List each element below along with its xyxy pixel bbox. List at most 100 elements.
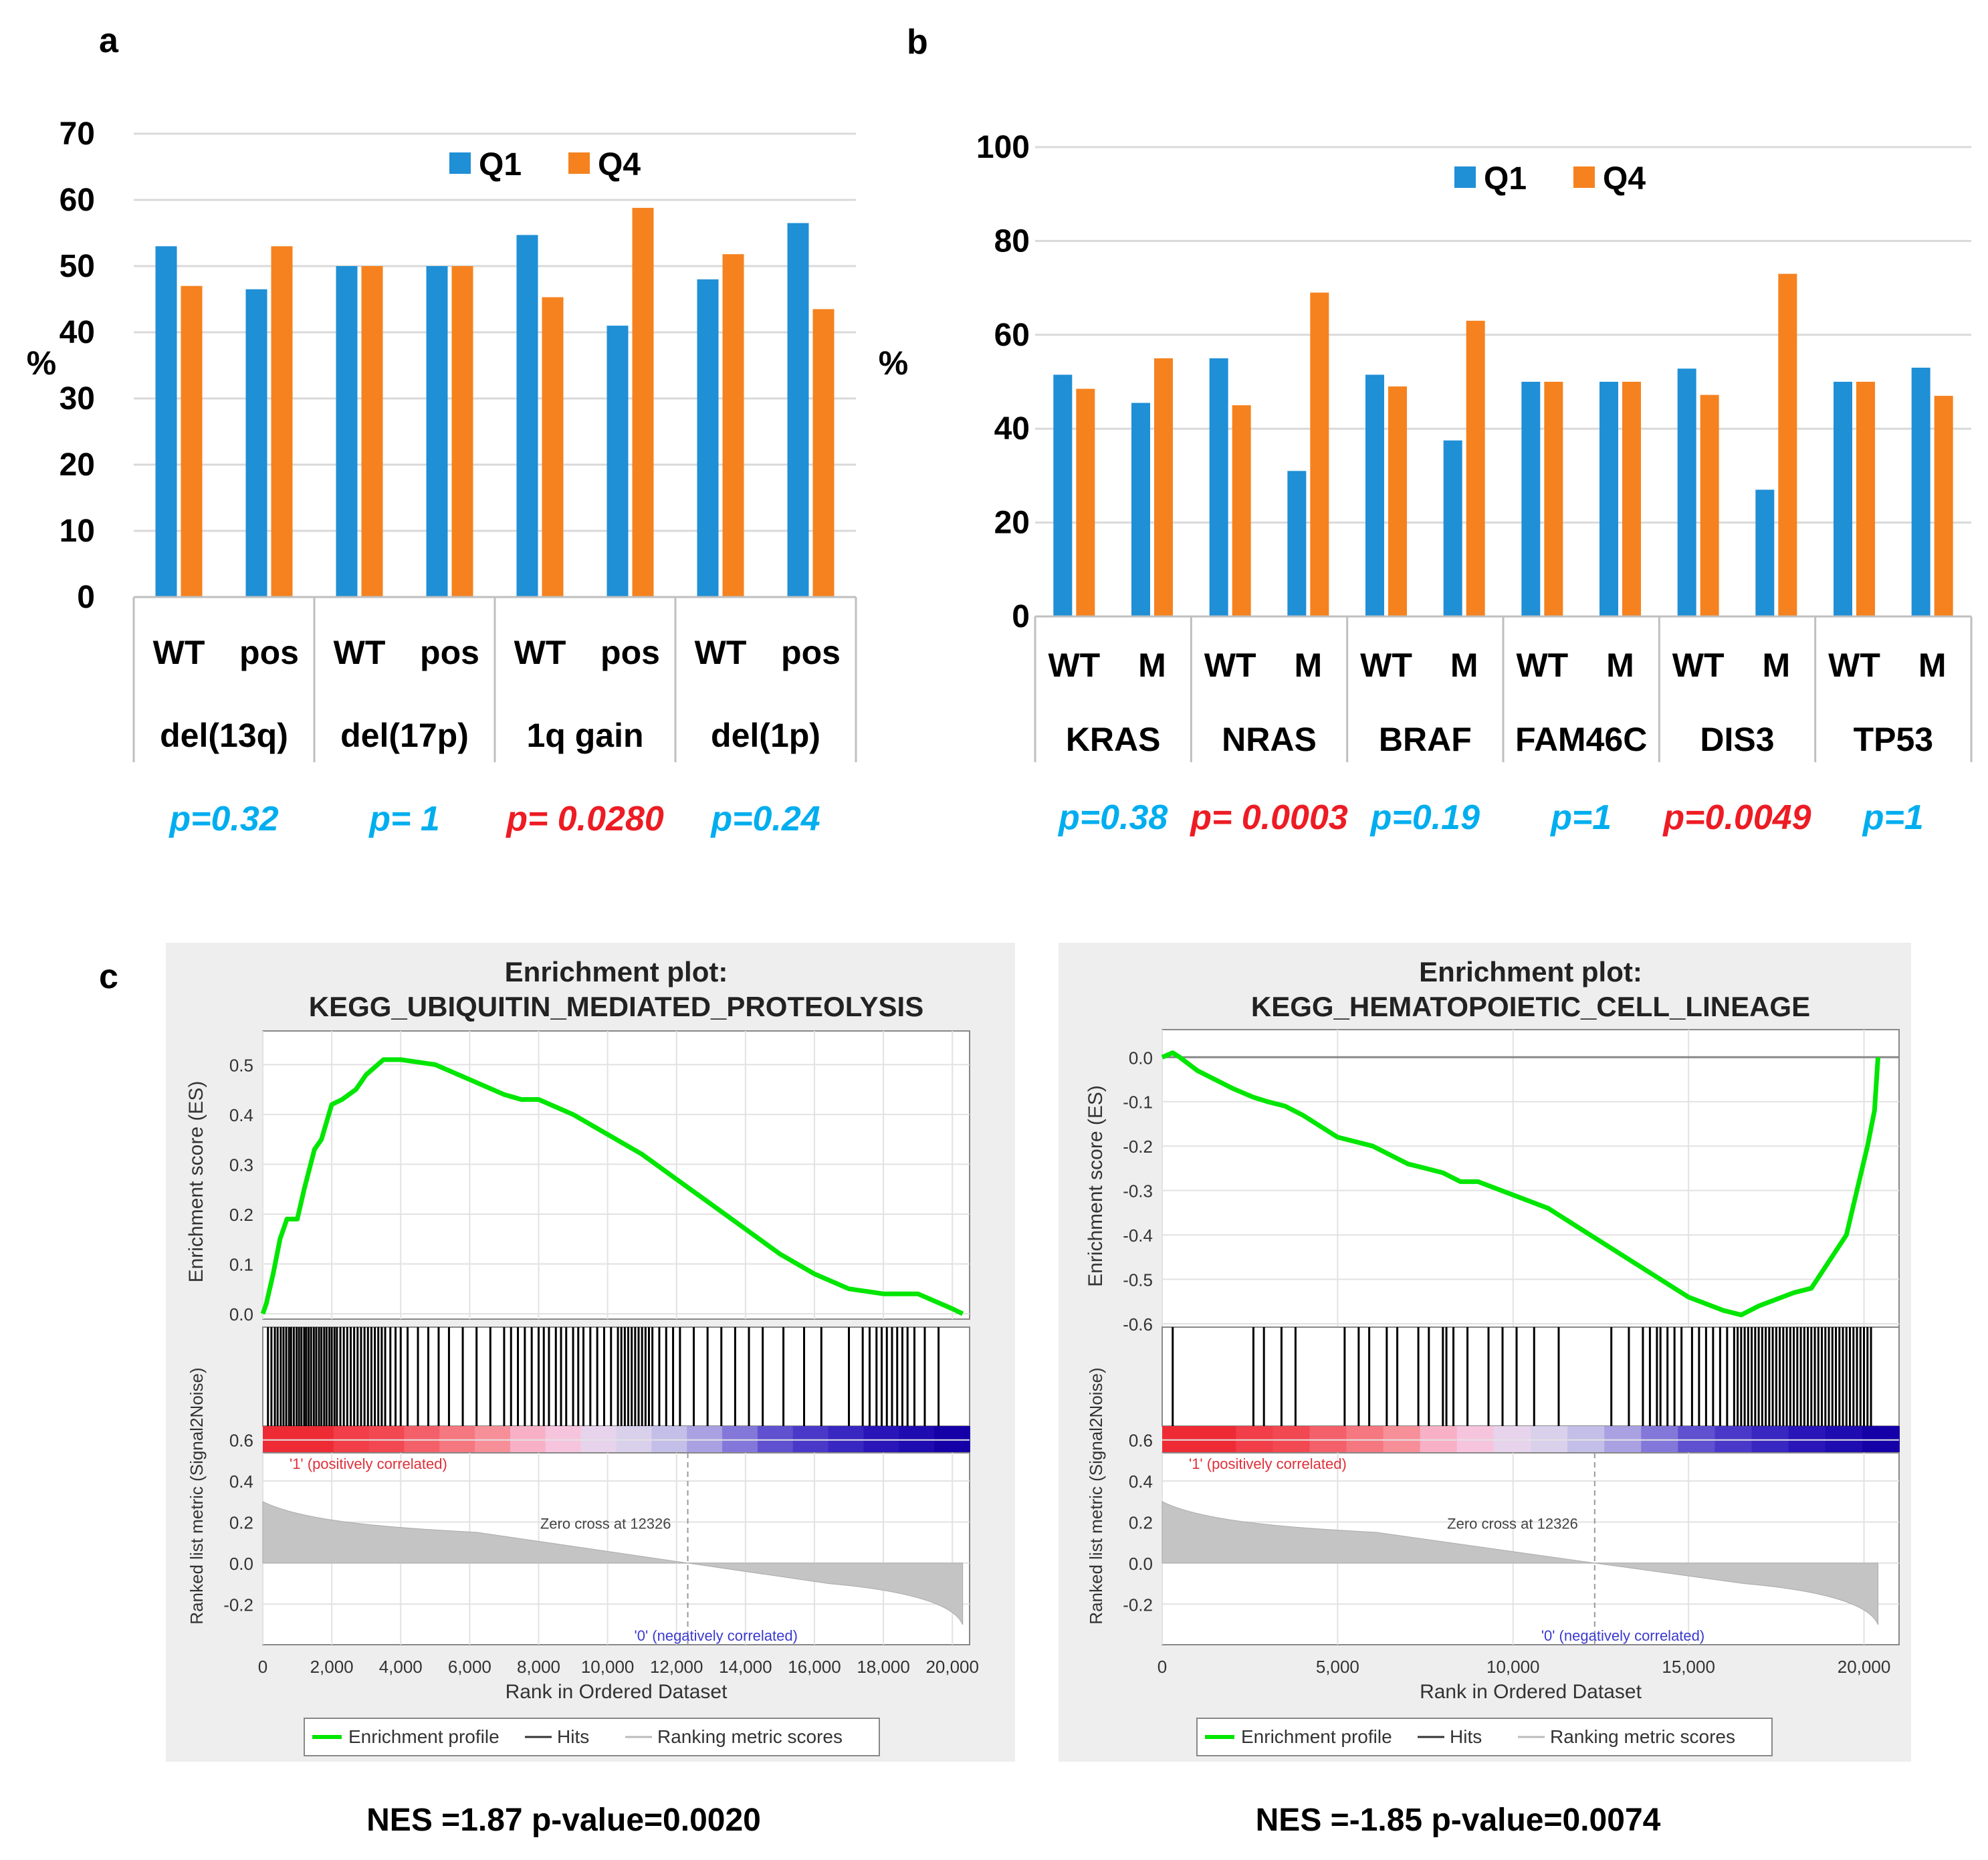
x-category-label: WT <box>1516 647 1568 684</box>
y-tick-label: 20 <box>60 447 95 483</box>
x-tick-label: 15,000 <box>1662 1657 1715 1677</box>
x-tick-label: 10,000 <box>581 1657 635 1677</box>
x-tick-label: 6,000 <box>448 1657 491 1677</box>
bar-q4 <box>361 266 383 597</box>
x-tick-label: 20,000 <box>1838 1657 1891 1677</box>
bar-q1 <box>1365 374 1384 616</box>
bar-q4 <box>1700 394 1719 616</box>
y-tick-label: 0 <box>77 580 95 615</box>
y-tick-label: 10 <box>60 513 95 549</box>
x-group-label: TP53 <box>1854 721 1934 758</box>
es-y-tick-label: 0.1 <box>229 1254 253 1274</box>
y-tick-label: 30 <box>60 381 95 417</box>
x-tick-label: 12,000 <box>650 1657 703 1677</box>
y-tick-label: 80 <box>994 223 1030 259</box>
x-group-label: BRAF <box>1379 721 1472 758</box>
x-category-label: M <box>1763 647 1791 684</box>
legend-swatch-q4 <box>1573 166 1595 188</box>
rank-y-axis-label: Ranked list metric (Signal2Noise) <box>1086 1367 1106 1624</box>
y-tick-label: 40 <box>994 411 1030 447</box>
plot-subtitle: KEGG_UBIQUITIN_MEDIATED_PROTEOLYSIS <box>309 991 924 1022</box>
x-group-label: 1q gain <box>526 717 643 754</box>
es-y-tick-label: -0.2 <box>1123 1137 1153 1157</box>
x-category-label: M <box>1450 647 1478 684</box>
es-plot-area <box>1162 1029 1900 1330</box>
bar-q1 <box>606 326 629 597</box>
es-y-tick-label: -0.5 <box>1123 1270 1153 1290</box>
x-group-label: del(13q) <box>160 717 288 754</box>
bar-q4 <box>271 246 293 597</box>
panel-label: a <box>99 21 119 60</box>
x-tick-label: 10,000 <box>1486 1657 1540 1677</box>
rank-y-tick-label: 0.6 <box>229 1431 253 1451</box>
bar-q1 <box>1131 402 1150 616</box>
x-category-label: M <box>1606 647 1634 684</box>
y-tick-label: 70 <box>60 116 95 152</box>
ranking-metric-area <box>262 1500 964 1625</box>
bar-q1 <box>516 235 538 598</box>
legend-enrichment-label: Enrichment profile <box>348 1726 500 1747</box>
es-y-tick-label: -0.4 <box>1123 1226 1153 1246</box>
x-category-label: pos <box>781 634 841 671</box>
bar-q4 <box>722 254 744 597</box>
legend-label-q4: Q4 <box>1603 161 1646 197</box>
x-category-label: WT <box>514 634 566 671</box>
bar-q4 <box>181 285 203 597</box>
bar-q1 <box>1755 489 1775 616</box>
bar-q4 <box>812 309 835 597</box>
enrichment-profile-line <box>260 1057 964 1316</box>
rank-y-axis-label: Ranked list metric (Signal2Noise) <box>187 1367 207 1624</box>
bar-q1 <box>1053 374 1073 616</box>
x-group-label: del(1p) <box>711 717 820 754</box>
x-category-label: WT <box>1048 647 1100 684</box>
bar-q4 <box>1466 320 1485 616</box>
legend-swatch-q1 <box>449 152 471 174</box>
x-tick-label: 0 <box>1157 1657 1167 1677</box>
y-tick-label: 50 <box>60 249 95 284</box>
legend-label-q1: Q1 <box>479 147 522 183</box>
y-tick-label: 0 <box>1012 599 1030 634</box>
panel-c: c Enrichment plot: KEGG_UBIQUITIN_MEDIATED… <box>99 943 1911 1838</box>
positive-label: '1' (positively correlated) <box>1189 1456 1347 1472</box>
rank-y-tick-label: 0.0 <box>1129 1554 1153 1574</box>
x-category-label: pos <box>600 634 660 671</box>
rank-y-tick-label: 0.6 <box>1129 1431 1153 1451</box>
panel-label: b <box>907 23 928 62</box>
x-category-label: M <box>1918 647 1947 684</box>
x-category-label: pos <box>239 634 299 671</box>
p-value-label: p= 0.0003 <box>1189 798 1348 837</box>
bar-q1 <box>336 266 358 597</box>
bar-q1 <box>787 223 809 597</box>
bar-q4 <box>451 266 473 597</box>
legend-swatch-q4 <box>568 152 590 174</box>
x-category-label: WT <box>1204 647 1256 684</box>
y-axis-label: % <box>879 344 908 382</box>
p-value-label: p=1 <box>1862 798 1924 837</box>
bar-q4 <box>1388 386 1407 616</box>
positive-label: '1' (positively correlated) <box>290 1456 447 1472</box>
bar-q1 <box>1911 367 1930 616</box>
x-tick-label: 14,000 <box>719 1657 772 1677</box>
y-tick-label: 20 <box>994 505 1030 541</box>
x-group-label: KRAS <box>1066 721 1161 758</box>
x-group-label: del(17p) <box>340 717 469 754</box>
es-y-axis-label: Enrichment score (ES) <box>185 1081 207 1283</box>
x-category-label: WT <box>153 634 205 671</box>
x-tick-label: 18,000 <box>857 1657 910 1677</box>
plot-title: Enrichment plot: <box>1419 956 1642 987</box>
panel-a: a 0 10 20 30 40 50 60 70% Q1 Q4 WT pos WT pos WT pos WT po… <box>27 21 857 838</box>
bar-q4 <box>1232 405 1251 616</box>
es-y-tick-label: -0.6 <box>1123 1314 1153 1334</box>
x-group-label: DIS3 <box>1700 721 1774 758</box>
es-plot-area <box>262 1030 970 1320</box>
es-y-tick-label: 0.4 <box>229 1105 253 1125</box>
y-axis-label: % <box>27 344 56 382</box>
bar-q1 <box>426 266 448 597</box>
legend-ranking-label: Ranking metric scores <box>657 1726 843 1747</box>
negative-label: '0' (negatively correlated) <box>635 1627 798 1644</box>
x-category-label: WT <box>1672 647 1725 684</box>
p-value-label: p=0.32 <box>168 800 278 838</box>
hits-area <box>262 1326 970 1427</box>
rank-y-tick-label: 0.2 <box>229 1513 253 1533</box>
